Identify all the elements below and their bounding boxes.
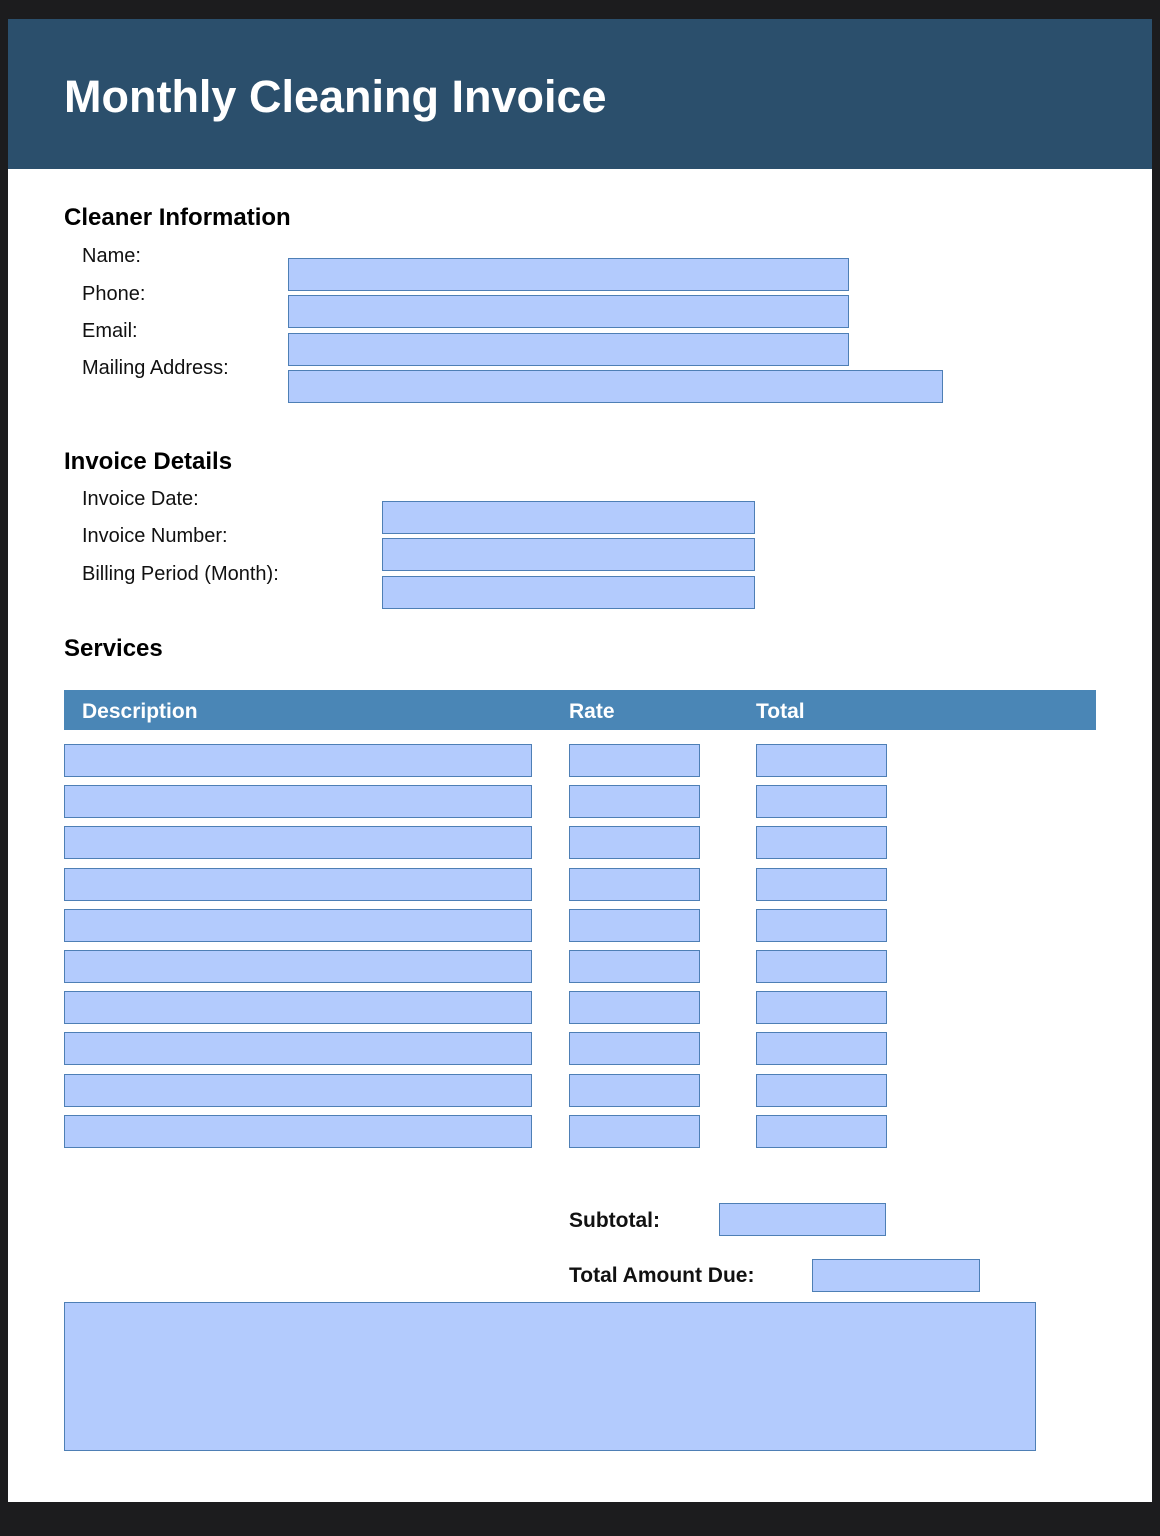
email-field[interactable] bbox=[288, 333, 849, 366]
invoice-number-label: Invoice Number: bbox=[82, 525, 228, 547]
row-8-rate-field[interactable] bbox=[569, 1032, 700, 1066]
page-title: Monthly Cleaning Invoice bbox=[64, 71, 607, 122]
row-6-description-field[interactable] bbox=[64, 950, 532, 983]
row-9-rate-field[interactable] bbox=[569, 1073, 700, 1107]
name-field[interactable] bbox=[288, 258, 849, 291]
row-5-rate-field[interactable] bbox=[569, 908, 700, 942]
row-9-total-field[interactable] bbox=[756, 1073, 887, 1107]
row-5-description-field[interactable] bbox=[64, 908, 532, 942]
row-8-total-field[interactable] bbox=[756, 1032, 887, 1066]
name-label: Name: bbox=[82, 245, 141, 267]
mailing-address-field[interactable] bbox=[288, 370, 943, 403]
row-10-description-field[interactable] bbox=[64, 1114, 532, 1148]
total-amount-due-label: Total Amount Due: bbox=[569, 1264, 755, 1287]
services-heading: Services bbox=[64, 635, 163, 662]
row-6-rate-field[interactable] bbox=[569, 950, 700, 983]
row-2-rate-field[interactable] bbox=[569, 785, 700, 819]
subtotal-field[interactable] bbox=[719, 1203, 886, 1236]
cleaner-information-heading: Cleaner Information bbox=[64, 204, 291, 231]
row-9-description-field[interactable] bbox=[64, 1073, 532, 1107]
invoice-date-field[interactable] bbox=[382, 501, 755, 534]
header-banner: Monthly Cleaning Invoice bbox=[8, 19, 1152, 169]
row-3-rate-field[interactable] bbox=[569, 826, 700, 860]
mailing-address-label: Mailing Address: bbox=[82, 357, 229, 379]
billing-period-label: Billing Period (Month): bbox=[82, 563, 279, 585]
row-2-total-field[interactable] bbox=[756, 785, 887, 819]
subtotal-label: Subtotal: bbox=[569, 1209, 660, 1232]
row-4-description-field[interactable] bbox=[64, 867, 532, 901]
row-3-description-field[interactable] bbox=[64, 826, 532, 860]
row-10-total-field[interactable] bbox=[756, 1114, 887, 1148]
invoice-number-field[interactable] bbox=[382, 538, 755, 571]
invoice-date-label: Invoice Date: bbox=[82, 488, 199, 510]
row-1-rate-field[interactable] bbox=[569, 744, 700, 777]
row-2-description-field[interactable] bbox=[64, 785, 532, 819]
row-7-rate-field[interactable] bbox=[569, 991, 700, 1025]
invoice-page: Monthly Cleaning Invoice Cleaner Informa… bbox=[8, 19, 1152, 1502]
row-10-rate-field[interactable] bbox=[569, 1114, 700, 1148]
row-6-total-field[interactable] bbox=[756, 950, 887, 983]
row-7-total-field[interactable] bbox=[756, 991, 887, 1025]
row-1-total-field[interactable] bbox=[756, 744, 887, 777]
phone-label: Phone: bbox=[82, 283, 146, 305]
row-4-rate-field[interactable] bbox=[569, 867, 700, 901]
column-total: Total bbox=[756, 700, 805, 723]
column-rate: Rate bbox=[569, 700, 615, 723]
services-table-header: Description Rate Total bbox=[64, 690, 1096, 730]
email-label: Email: bbox=[82, 320, 138, 342]
notes-field[interactable] bbox=[64, 1302, 1036, 1451]
row-4-total-field[interactable] bbox=[756, 867, 887, 901]
phone-field[interactable] bbox=[288, 295, 849, 328]
row-8-description-field[interactable] bbox=[64, 1032, 532, 1066]
row-3-total-field[interactable] bbox=[756, 826, 887, 860]
row-1-description-field[interactable] bbox=[64, 744, 532, 777]
column-description: Description bbox=[82, 700, 198, 723]
billing-period-field[interactable] bbox=[382, 576, 755, 609]
row-5-total-field[interactable] bbox=[756, 908, 887, 942]
total-amount-due-field[interactable] bbox=[812, 1259, 980, 1292]
row-7-description-field[interactable] bbox=[64, 991, 532, 1025]
invoice-details-heading: Invoice Details bbox=[64, 448, 233, 475]
